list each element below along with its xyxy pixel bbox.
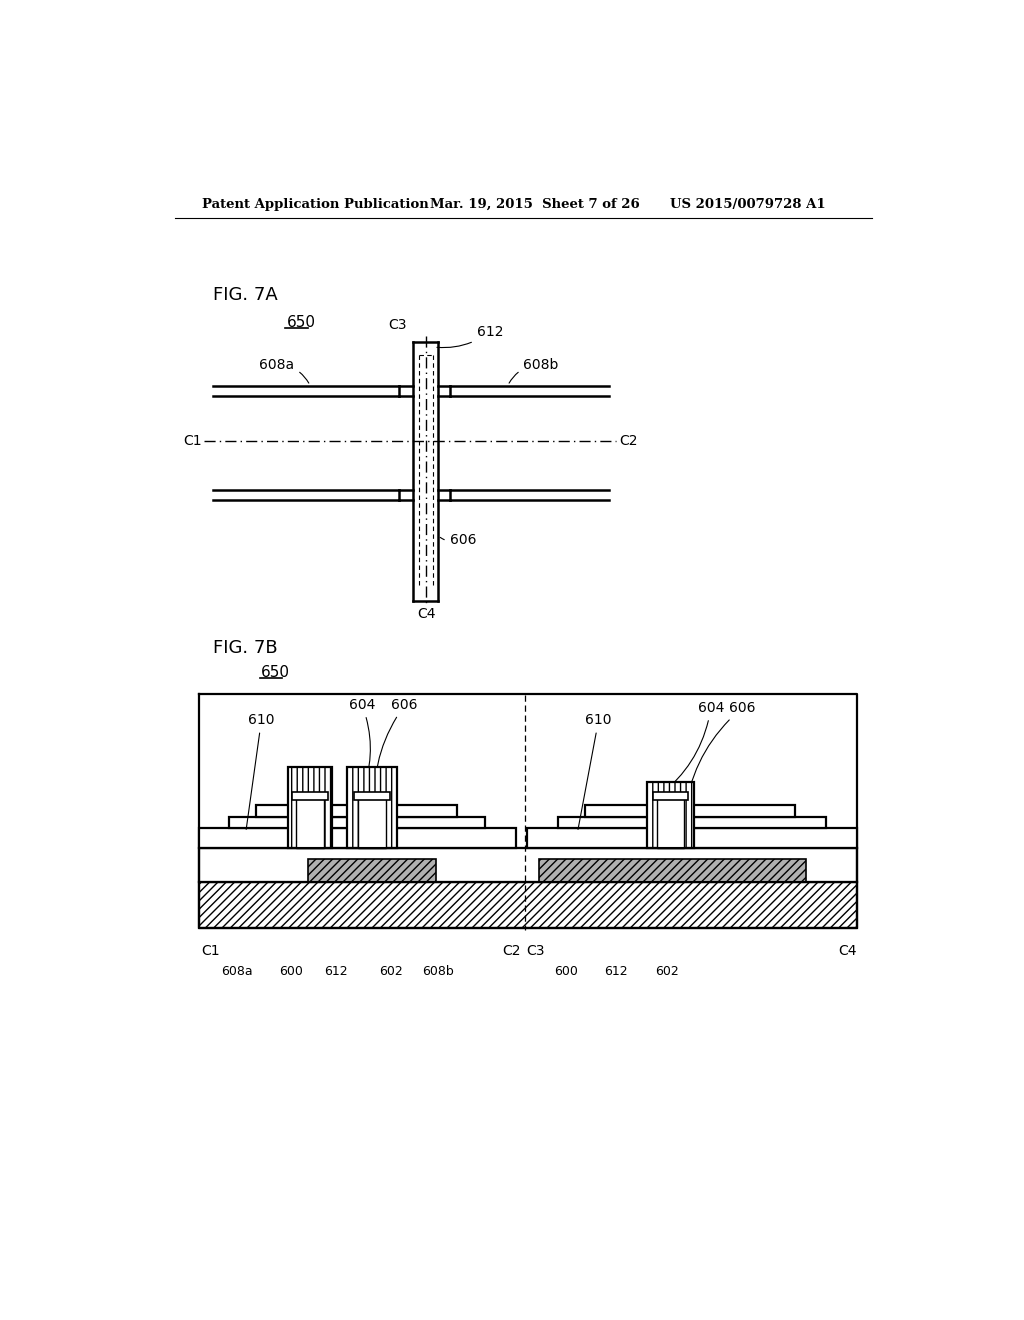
- Text: 612: 612: [604, 965, 628, 978]
- Text: C2: C2: [620, 434, 638, 447]
- Bar: [347, 767, 397, 847]
- Text: 650: 650: [287, 315, 315, 330]
- Bar: [200, 829, 515, 847]
- Bar: [647, 781, 693, 847]
- Bar: [296, 797, 324, 847]
- Bar: [586, 805, 795, 817]
- Bar: [200, 882, 856, 928]
- Text: 608b: 608b: [509, 358, 559, 383]
- Text: Patent Application Publication: Patent Application Publication: [202, 198, 428, 211]
- Bar: [308, 859, 435, 882]
- Text: 608b: 608b: [422, 965, 454, 978]
- Text: C2: C2: [503, 944, 521, 958]
- Text: 602: 602: [380, 965, 403, 978]
- Text: 600: 600: [554, 965, 578, 978]
- Text: 606: 606: [440, 532, 476, 546]
- Text: C1: C1: [201, 944, 219, 958]
- Text: 606: 606: [685, 701, 755, 814]
- Text: C3: C3: [388, 318, 407, 333]
- Bar: [228, 817, 484, 829]
- Text: C3: C3: [526, 944, 545, 958]
- Text: 604: 604: [349, 698, 375, 793]
- Bar: [558, 817, 825, 829]
- Text: 612: 612: [437, 325, 503, 347]
- Text: C4: C4: [417, 607, 435, 620]
- Bar: [652, 792, 688, 800]
- Bar: [292, 792, 328, 800]
- Text: US 2015/0079728 A1: US 2015/0079728 A1: [671, 198, 826, 211]
- Text: 610: 610: [578, 714, 611, 829]
- Text: 606: 606: [375, 698, 418, 814]
- Bar: [200, 847, 856, 882]
- Text: 610: 610: [246, 714, 274, 829]
- Text: 600: 600: [279, 965, 303, 978]
- Bar: [256, 805, 458, 817]
- Text: 602: 602: [654, 965, 679, 978]
- Bar: [289, 767, 332, 847]
- Bar: [527, 829, 856, 847]
- Bar: [539, 859, 806, 882]
- Bar: [656, 797, 684, 847]
- Text: 608a: 608a: [221, 965, 252, 978]
- Text: C4: C4: [838, 944, 856, 958]
- Bar: [358, 797, 386, 847]
- Text: 604: 604: [662, 701, 724, 795]
- Bar: [354, 792, 390, 800]
- Text: FIG. 7B: FIG. 7B: [213, 639, 278, 657]
- Text: 608a: 608a: [259, 358, 309, 383]
- Text: C1: C1: [183, 434, 202, 447]
- Text: Mar. 19, 2015  Sheet 7 of 26: Mar. 19, 2015 Sheet 7 of 26: [430, 198, 640, 211]
- Text: FIG. 7A: FIG. 7A: [213, 286, 278, 305]
- Text: 612: 612: [324, 965, 347, 978]
- Text: 650: 650: [261, 665, 290, 680]
